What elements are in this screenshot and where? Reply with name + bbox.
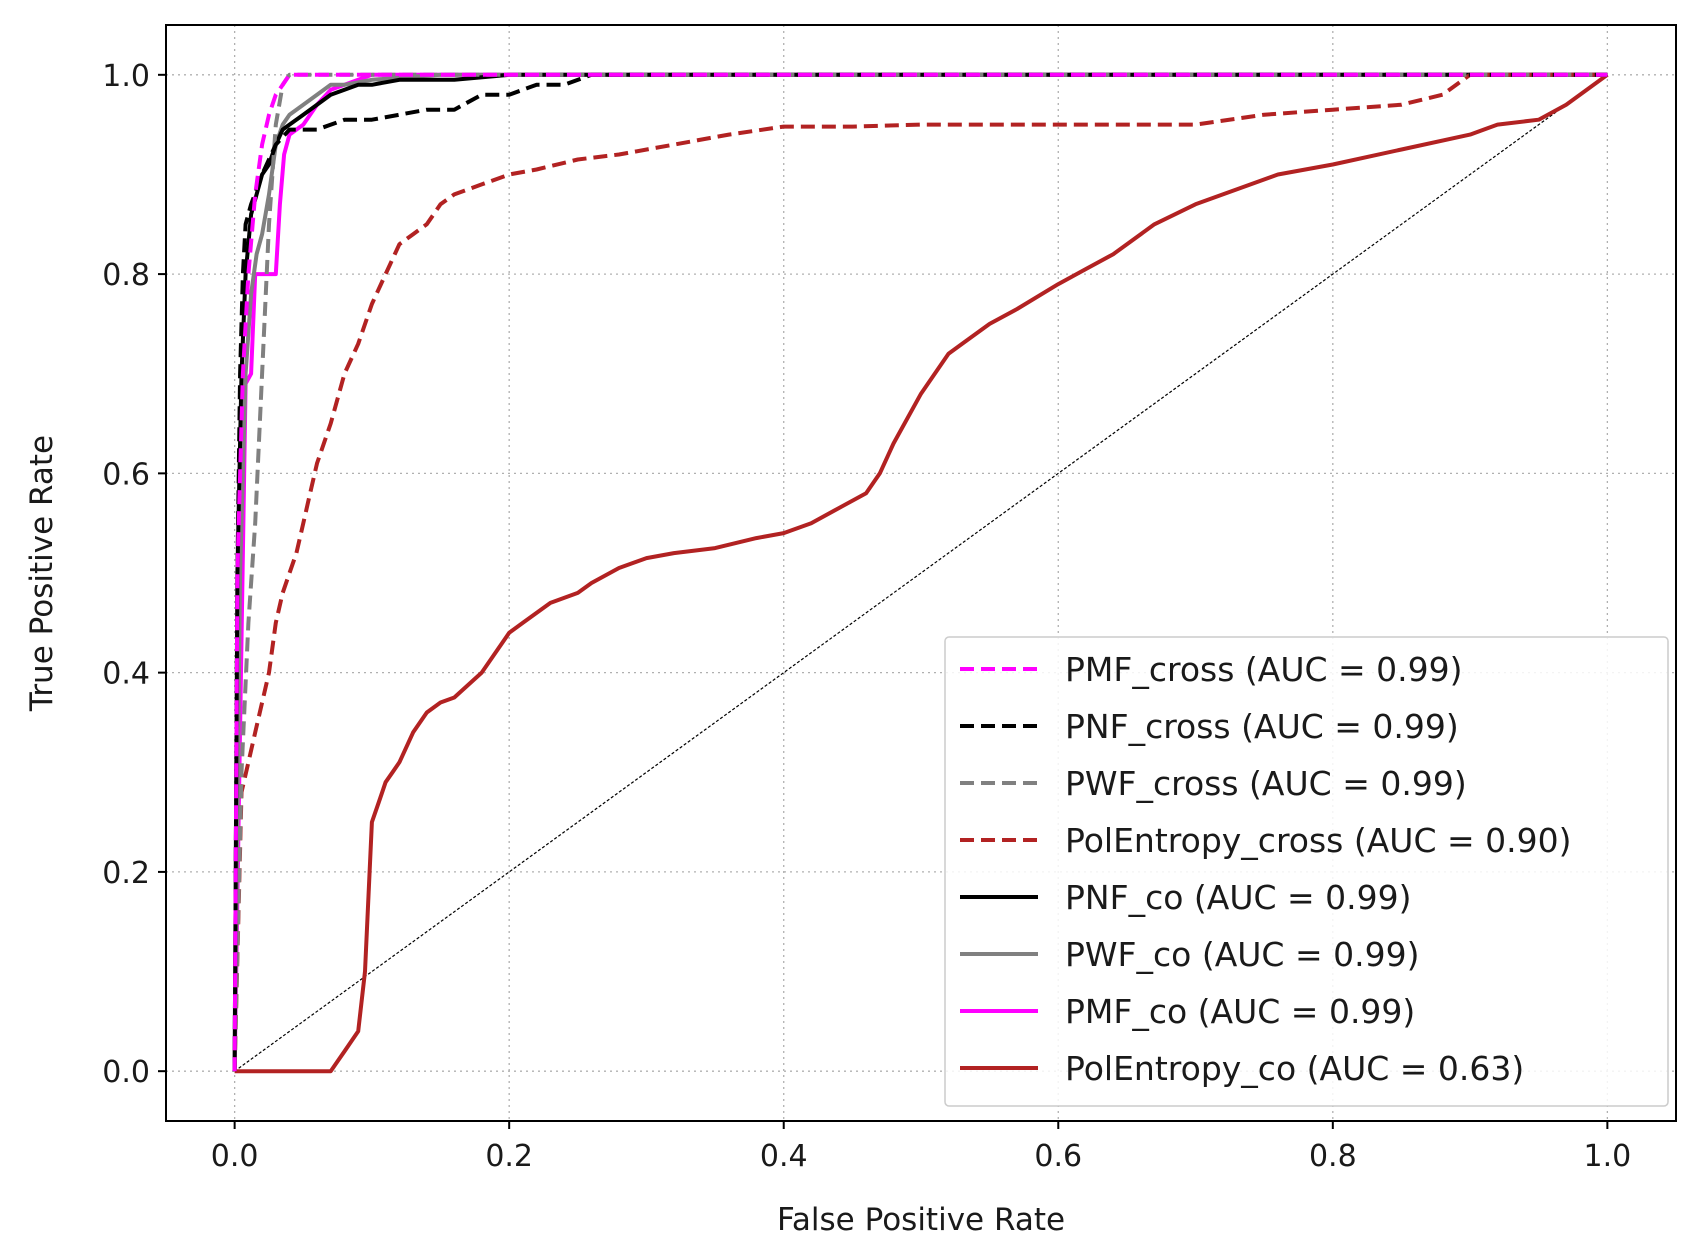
y-tick-label: 0.0 [102,1055,150,1090]
legend-label-5: PWF_co (AUC = 0.99) [1065,935,1419,974]
series-line-7 [234,73,1609,1074]
y-tick-label: 0.2 [102,856,150,891]
series-line-5 [232,72,1608,1072]
x-axis-label: False Positive Rate [777,1202,1065,1238]
series-line-6 [232,72,1608,1072]
x-tick-label: 0.6 [1034,1139,1082,1174]
legend-box [944,636,1669,1107]
y-axis-label: True Positive Rate [24,435,60,712]
legend-label-2: PWF_cross (AUC = 0.99) [1065,764,1467,803]
series-line-3 [232,72,1608,1072]
legend-label-0: PMF_cross (AUC = 0.99) [1065,650,1463,689]
legend: PMF_cross (AUC = 0.99) PNF_cross (AUC = 0… [944,636,1669,1107]
y-tick-label: 1.0 [102,59,150,94]
plot-frame [165,24,1677,1122]
x-tick-label: 0.8 [1309,1139,1357,1174]
x-tick-label: 0.2 [485,1139,533,1174]
y-tick-label: 0.8 [102,258,150,293]
series-line-1 [232,72,1608,1072]
axis-ticks: 0.0 0.2 0.4 0.6 0.8 1.0 0.0 0.2 0.4 0.6 0.8 1.0 [102,59,1631,1174]
diagonal-reference [234,74,1608,1072]
legend-label-6: PMF_co (AUC = 0.99) [1065,992,1415,1031]
chance-diagonal-line [234,74,1608,1072]
y-tick-label: 0.6 [102,457,150,492]
x-tick-label: 1.0 [1584,1139,1632,1174]
legend-label-1: PNF_cross (AUC = 0.99) [1065,707,1459,746]
legend-label-7: PolEntropy_co (AUC = 0.63) [1065,1049,1524,1088]
x-tick-label: 0.4 [760,1139,808,1174]
series-line-4 [232,72,1608,1072]
legend-label-3: PolEntropy_cross (AUC = 0.90) [1065,821,1571,860]
legend-label-4: PNF_co (AUC = 0.99) [1065,878,1412,917]
series-line-0 [232,72,1608,1072]
series-line-2 [232,72,1608,1072]
x-tick-label: 0.0 [211,1139,259,1174]
series-layer [232,72,1609,1074]
y-tick-label: 0.4 [102,657,150,692]
